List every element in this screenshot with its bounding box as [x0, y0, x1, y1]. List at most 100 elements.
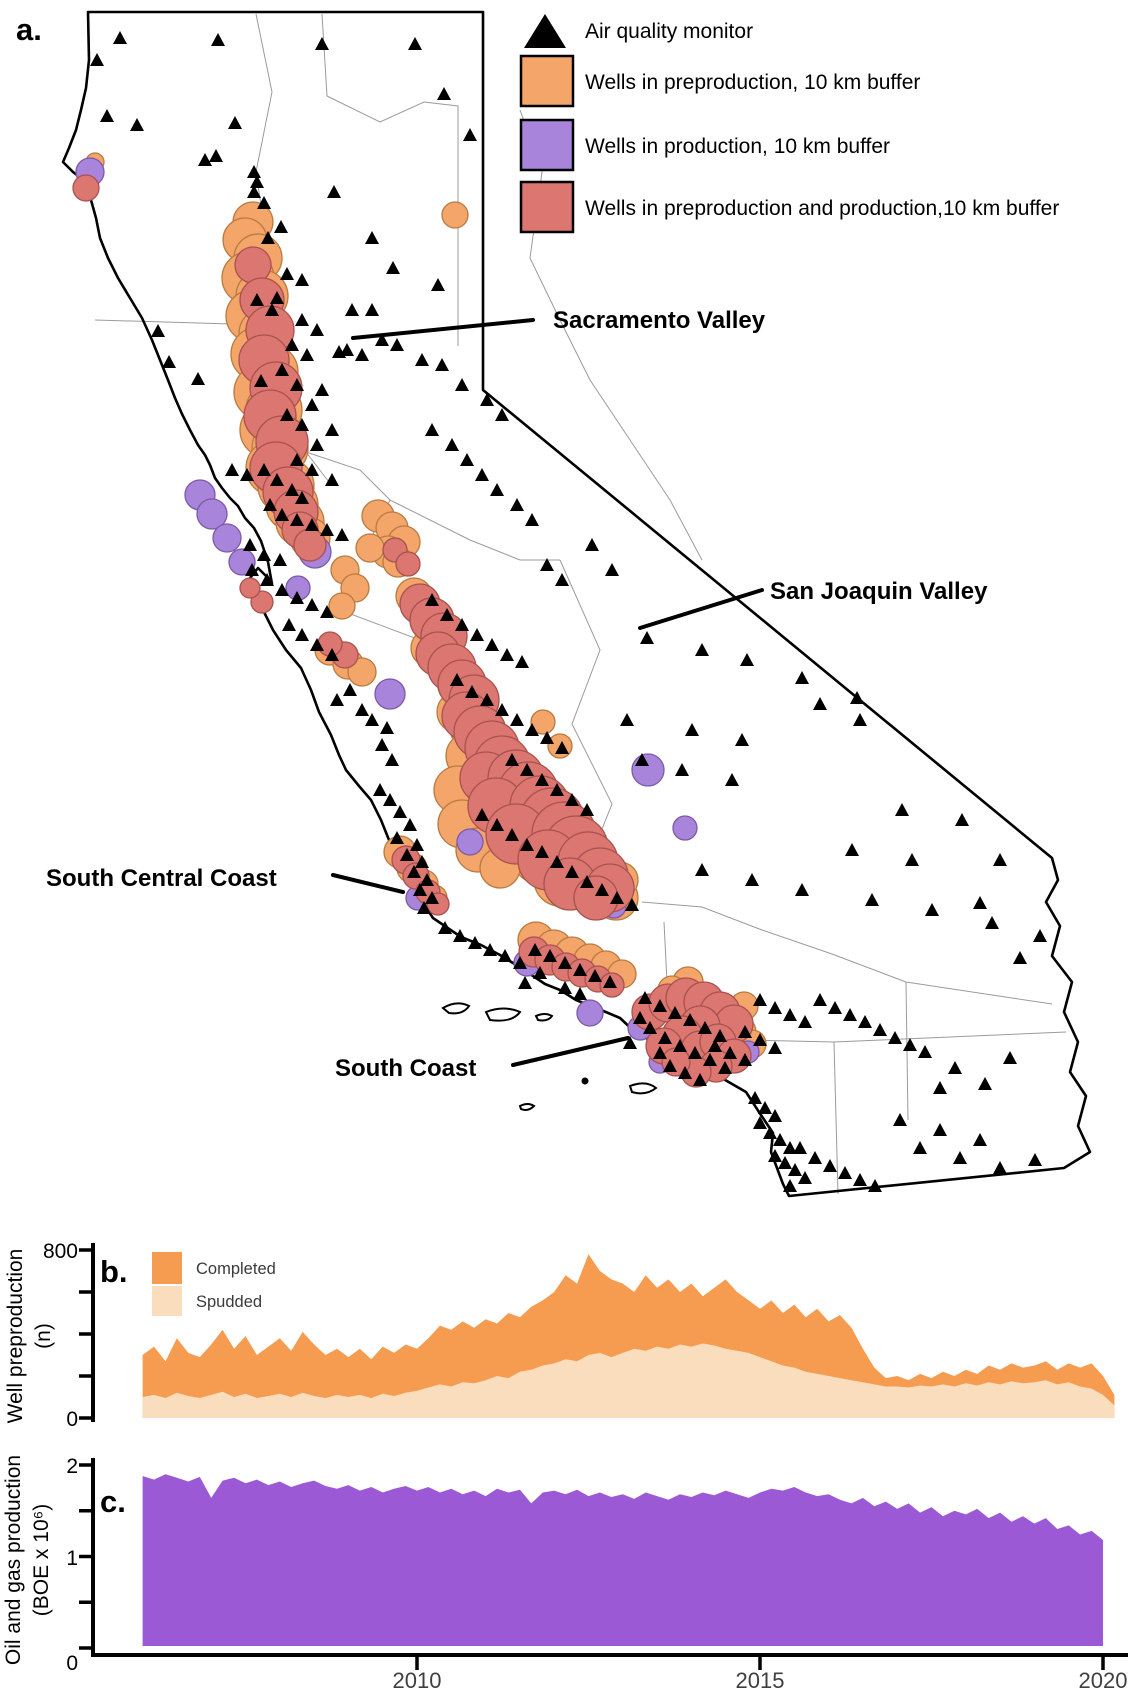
air-quality-monitor: [475, 468, 489, 481]
air-quality-monitor: [565, 793, 579, 806]
air-quality-monitor: [683, 1013, 697, 1026]
county-line: [641, 901, 1053, 1005]
air-quality-monitor: [708, 1039, 722, 1052]
air-quality-monitor: [327, 185, 341, 198]
south-central-coast-label: South Central Coast: [46, 865, 277, 892]
air-quality-monitor: [585, 538, 599, 551]
air-quality-monitor-icon: [524, 14, 566, 48]
air-quality-monitor: [753, 1033, 767, 1046]
air-quality-monitor: [295, 628, 309, 641]
air-quality-monitor: [320, 605, 334, 618]
air-quality-monitor: [738, 1025, 752, 1038]
air-quality-monitor: [838, 1166, 852, 1179]
air-quality-monitor: [403, 818, 417, 831]
air-quality-monitor: [385, 753, 399, 766]
air-quality-monitor: [285, 338, 299, 351]
air-quality-monitor: [795, 883, 809, 896]
air-quality-monitor: [498, 949, 512, 962]
air-quality-monitor: [535, 773, 549, 786]
air-quality-monitor: [365, 303, 379, 316]
air-quality-monitor: [332, 345, 346, 358]
sacramento-valley-label: Sacramento Valley: [553, 307, 766, 334]
air-quality-monitor: [768, 1041, 782, 1054]
air-quality-monitor: [823, 1159, 837, 1172]
air-quality-monitor: [1013, 951, 1027, 964]
channel-islands: [441, 1002, 658, 1111]
preproduction-and-production-buffer: [395, 551, 421, 577]
air-quality-monitor: [1033, 929, 1047, 942]
air-quality-monitor: [858, 1015, 872, 1028]
air-quality-monitor: [151, 324, 165, 337]
production-area: [142, 1474, 1104, 1646]
air-quality-monitor: [895, 803, 909, 816]
air-quality-monitor: [525, 513, 539, 526]
air-quality-monitor: [310, 438, 324, 451]
island-outline: [484, 1007, 522, 1022]
air-quality-monitor: [383, 793, 397, 806]
production-buffer: [374, 678, 406, 710]
air-quality-monitor: [633, 1011, 647, 1024]
air-quality-monitor: [973, 1133, 987, 1146]
air-quality-monitor: [480, 393, 494, 406]
air-quality-monitor: [325, 423, 339, 436]
air-quality-monitor: [295, 418, 309, 431]
air-quality-monitor: [795, 671, 809, 684]
air-quality-monitor: [250, 293, 264, 306]
air-quality-monitor: [415, 353, 429, 366]
xtick-2015: 2015: [736, 1668, 785, 1692]
air-quality-monitor: [390, 831, 404, 844]
air-quality-monitor: [763, 1126, 777, 1139]
air-quality-monitor: [393, 805, 407, 818]
air-quality-monitor: [245, 563, 259, 576]
air-quality-monitor: [580, 803, 594, 816]
air-quality-monitor: [853, 713, 867, 726]
air-quality-monitor: [533, 966, 547, 979]
preproduction-buffer: [355, 533, 385, 563]
air-quality-monitor: [485, 638, 499, 651]
air-quality-monitor: [340, 343, 354, 356]
south-central-coast-leader-line: [331, 873, 405, 894]
air-quality-monitor: [438, 921, 452, 934]
air-quality-monitor: [453, 929, 467, 942]
panel-b-legend: Completed Spudded: [152, 1252, 276, 1316]
air-quality-monitor: [540, 731, 554, 744]
both-swatch-icon: [519, 180, 575, 234]
air-quality-monitor: [745, 873, 759, 886]
air-quality-monitor: [610, 891, 624, 904]
air-quality-monitor: [265, 303, 279, 316]
air-quality-monitor: [515, 655, 529, 668]
air-quality-monitor: [828, 1001, 842, 1014]
air-quality-monitor: [748, 1091, 762, 1104]
air-quality-monitor: [505, 828, 519, 841]
air-quality-monitor: [565, 865, 579, 878]
air-quality-monitor: [653, 1046, 667, 1059]
air-quality-monitor: [888, 1031, 902, 1044]
air-quality-monitor: [550, 783, 564, 796]
air-quality-monitor: [993, 853, 1007, 866]
air-quality-monitor: [753, 993, 767, 1006]
air-quality-monitor: [113, 31, 127, 44]
air-quality-monitor: [305, 463, 319, 476]
air-quality-monitor: [525, 723, 539, 736]
air-quality-monitor: [758, 1101, 772, 1114]
air-quality-monitor: [380, 721, 394, 734]
air-quality-monitor: [978, 1077, 992, 1090]
air-quality-monitor: [407, 865, 421, 878]
air-quality-monitor: [685, 723, 699, 736]
county-line: [389, 499, 560, 561]
air-quality-monitor: [490, 483, 504, 496]
air-quality-monitor: [257, 463, 271, 476]
air-quality-monitor: [437, 87, 451, 100]
air-quality-monitor: [725, 773, 739, 786]
air-quality-monitor: [455, 618, 469, 631]
air-quality-monitor: [325, 648, 339, 661]
air-quality-monitor: [325, 473, 339, 486]
san-joaquin-valley-label: San Joaquin Valley: [770, 578, 988, 605]
air-quality-monitor: [638, 991, 652, 1004]
air-quality-monitor: [295, 313, 309, 326]
air-quality-monitors: [90, 31, 1047, 1192]
air-quality-monitor: [500, 648, 514, 661]
air-quality-monitor: [518, 976, 532, 989]
